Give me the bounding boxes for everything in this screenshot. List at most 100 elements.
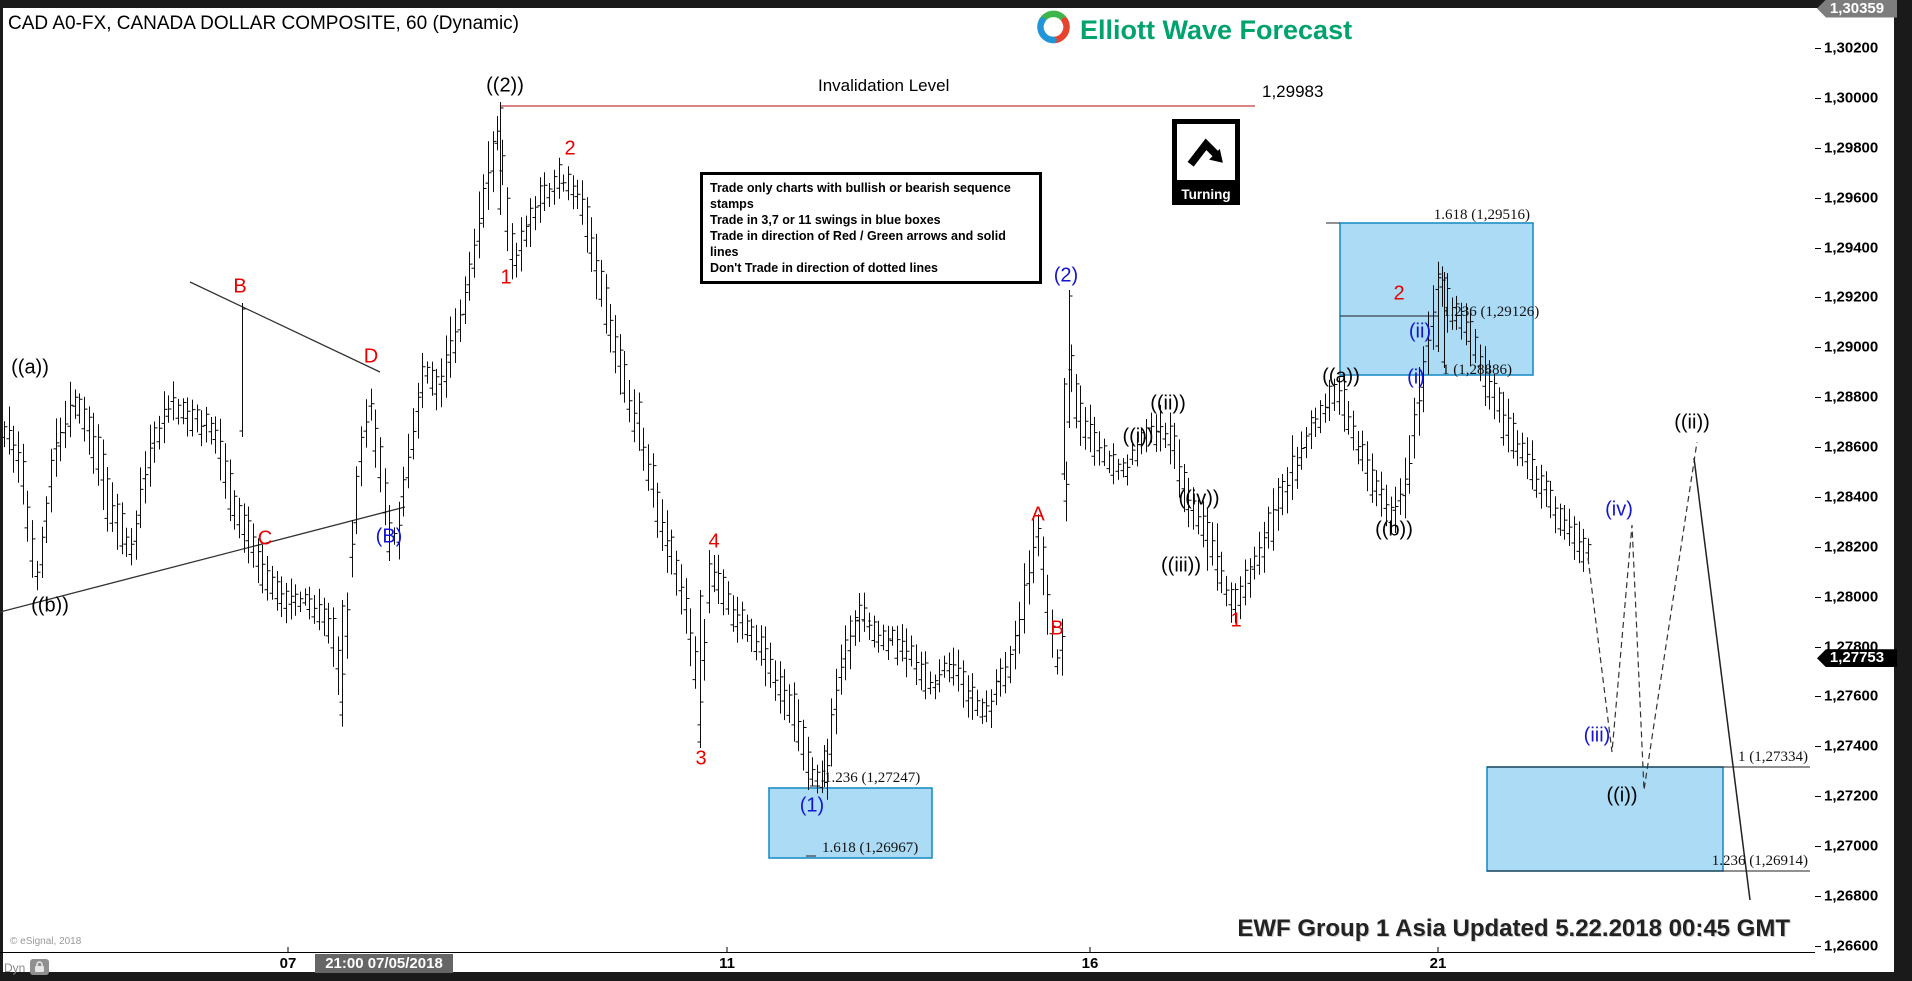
wave-label-b: ((b)) xyxy=(31,594,69,617)
fib-label: 1.236 (1,27247) xyxy=(824,770,921,786)
fib-label: 1 (1,27334) xyxy=(1738,749,1808,765)
right-window-bar xyxy=(1894,0,1912,981)
price-tick-label: 1,27600 xyxy=(1824,687,1879,705)
price-tick-label: 1,28600 xyxy=(1824,438,1879,456)
price-tick-mark xyxy=(1815,796,1821,798)
price-tick-mark xyxy=(1815,447,1821,449)
projection-solid-path xyxy=(1693,457,1751,901)
wave-label-1: (1) xyxy=(799,794,825,817)
price-axis[interactable]: 1,30200 1,30000 1,29800 1,29600 1,29400 1,292… xyxy=(1815,0,1897,972)
time-tick-label: 07 xyxy=(279,955,297,972)
current-price-badge: 1,27753 xyxy=(1817,649,1897,668)
trendline xyxy=(0,506,406,613)
wave-label-a: ((a)) xyxy=(11,356,49,379)
wave-label-i: ((i)) xyxy=(1606,784,1638,807)
price-tick-label: 1,29400 xyxy=(1824,239,1879,257)
wave-label-B: B xyxy=(233,275,247,298)
projection-dashed-path xyxy=(1587,441,1698,791)
price-tick-mark xyxy=(1815,596,1821,598)
copyright-text: © eSignal, 2018 xyxy=(10,936,82,947)
wave-label-ii: ((ii)) xyxy=(1150,392,1186,415)
fib-label: 1.618 (1,26967) xyxy=(822,840,919,856)
logo-text: Elliott Wave Forecast xyxy=(1080,15,1353,45)
price-tick-mark xyxy=(1815,945,1821,947)
price-tick-label: 1,29600 xyxy=(1824,189,1879,207)
wave-label-1: 1 xyxy=(1230,609,1242,632)
rules-line: Trade only charts with bullish or bearis… xyxy=(710,181,1011,211)
chart-title: CAD A0-FX, CANADA DOLLAR COMPOSITE, 60 (… xyxy=(8,13,520,34)
price-tick-label: 1,26600 xyxy=(1824,937,1879,955)
invalidation-level-value: 1,29983 xyxy=(1262,82,1324,101)
turning-stamp: Turning xyxy=(1172,119,1240,205)
time-tick-label: 16 xyxy=(1081,955,1099,972)
price-tick-mark xyxy=(1815,496,1821,498)
wave-label-2: 2 xyxy=(1393,282,1405,305)
price-tick-label: 1,27400 xyxy=(1824,737,1879,755)
price-tick-label: 1,30200 xyxy=(1824,39,1879,57)
trading-rules-box: Trade only charts with bullish or bearis… xyxy=(700,172,1042,284)
wave-label-B: (B) xyxy=(375,525,403,548)
price-tick-mark xyxy=(1815,48,1821,50)
price-tick-mark xyxy=(1815,546,1821,548)
blue-box xyxy=(768,787,933,859)
wave-label-2: (2) xyxy=(1053,264,1079,287)
rules-line: Trade in 3,7 or 11 swings in blue boxes xyxy=(710,213,941,227)
price-tick-mark xyxy=(1815,98,1821,99)
blue-box xyxy=(1486,766,1724,872)
price-tick-mark xyxy=(1815,347,1821,349)
wave-label-C: C xyxy=(257,527,273,550)
wave-label-D: D xyxy=(363,345,379,368)
price-tick-mark xyxy=(1815,147,1821,149)
session-high-badge: 1,30359 xyxy=(1817,0,1897,18)
wave-label-B: B xyxy=(1050,617,1064,640)
price-bars xyxy=(1,102,1592,800)
wave-label-i: (i) xyxy=(1407,366,1425,389)
price-tick-label: 1,29000 xyxy=(1824,338,1879,356)
rules-line: Don't Trade in direction of dotted lines xyxy=(710,261,938,275)
price-tick-mark xyxy=(1815,197,1821,199)
wave-label-2: 2 xyxy=(564,137,576,160)
wave-label-3: 3 xyxy=(695,747,707,770)
price-tick-label: 1,27000 xyxy=(1824,837,1879,855)
logo-swirl-icon xyxy=(1035,10,1072,51)
price-tick-label: 1,28200 xyxy=(1824,538,1879,556)
wave-label-ii: ((ii)) xyxy=(1674,411,1710,434)
wave-label-i: ((i)) xyxy=(1122,425,1154,448)
fib-label: 1.618 (1,29516) xyxy=(1433,207,1530,223)
fib-label: 1.236 (1,29126) xyxy=(1443,304,1540,320)
price-tick-mark xyxy=(1815,247,1821,249)
rules-line: Trade in direction of Red / Green arrows… xyxy=(710,229,1006,259)
price-tick-mark xyxy=(1815,895,1821,897)
wave-label-4: 4 xyxy=(708,530,720,553)
wave-label-a: ((a)) xyxy=(1322,365,1360,388)
price-tick-mark xyxy=(1815,845,1821,847)
price-tick-label: 1,26800 xyxy=(1824,887,1879,905)
time-tick-label: 11 xyxy=(719,955,735,972)
wave-label-2: ((2)) xyxy=(486,74,524,97)
brand-logo: Elliott Wave Forecast xyxy=(1035,10,1352,51)
wave-label-iii: (iii) xyxy=(1583,724,1611,747)
session-start-badge: 21:00 07/05/2018 xyxy=(315,954,453,973)
invalidation-level-label: Invalidation Level xyxy=(818,76,950,95)
price-tick-mark xyxy=(1815,646,1821,648)
price-tick-label: 1,28400 xyxy=(1824,488,1879,506)
left-window-bar xyxy=(0,8,3,972)
trendline xyxy=(189,281,381,373)
wave-label-iv: ((iv)) xyxy=(1178,487,1220,510)
price-tick-label: 1,30000 xyxy=(1824,89,1879,107)
price-tick-mark xyxy=(1815,746,1821,748)
price-tick-mark xyxy=(1815,297,1821,299)
price-tick-mark xyxy=(1815,696,1821,698)
price-tick-label: 1,29200 xyxy=(1824,288,1879,306)
wave-label-A: A xyxy=(1031,503,1045,526)
price-tick-label: 1,27200 xyxy=(1824,787,1879,805)
update-watermark: EWF Group 1 Asia Updated 5.22.2018 00:45… xyxy=(1237,915,1790,942)
dyn-mode-label[interactable]: Dyn xyxy=(4,961,26,975)
lock-icon[interactable] xyxy=(30,959,49,975)
price-tick-label: 1,28800 xyxy=(1824,388,1879,406)
fib-label: 1.236 (1,26914) xyxy=(1711,853,1808,869)
turning-arrow-icon xyxy=(1172,119,1240,185)
price-tick-label: 1,28000 xyxy=(1824,588,1879,606)
